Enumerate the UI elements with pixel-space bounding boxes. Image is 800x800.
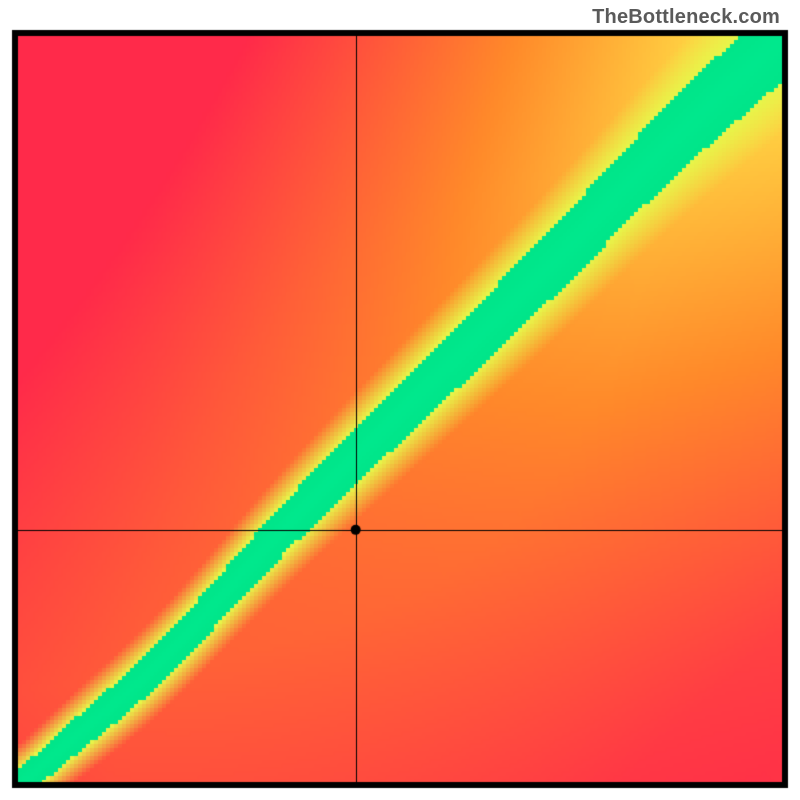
chart-container: TheBottleneck.com xyxy=(0,0,800,800)
watermark-text: TheBottleneck.com xyxy=(592,6,780,29)
heatmap-canvas xyxy=(0,0,800,800)
